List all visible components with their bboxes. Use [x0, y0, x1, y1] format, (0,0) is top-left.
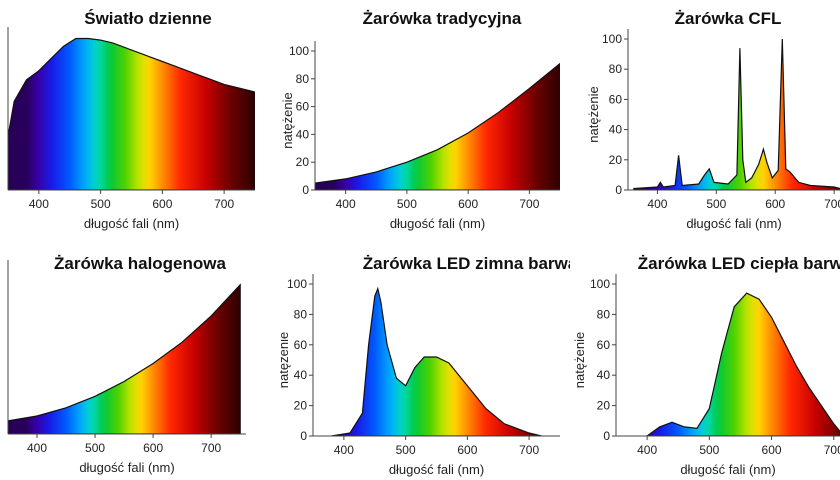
y-tick-label: 0: [300, 429, 307, 443]
x-axis-label: długość fali (nm): [686, 216, 781, 231]
x-tick-label: 700: [519, 197, 539, 211]
y-tick-label: 100: [602, 32, 622, 46]
y-tick-label: 80: [597, 307, 611, 321]
x-tick-label: 400: [334, 443, 354, 457]
y-tick-label: 40: [294, 368, 308, 382]
x-tick-label: 400: [29, 197, 49, 211]
y-axis-label: natężenie: [280, 332, 291, 388]
chart-title: Żarówka LED ciepła barwa: [638, 254, 840, 273]
y-tick-label: 60: [597, 338, 611, 352]
chart-daylight: Światło dzienne 400 500 600 700 długość fali …: [7, 9, 255, 231]
spectrum-area: [331, 286, 542, 436]
spectrum-area: [315, 62, 560, 190]
x-tick-label: 500: [699, 443, 719, 457]
y-tick-label: 100: [287, 277, 307, 291]
y-tick-label: 60: [296, 100, 310, 114]
x-tick-label: 600: [457, 443, 477, 457]
x-tick-label: 400: [27, 441, 47, 455]
y-tick-label: 60: [609, 92, 623, 106]
x-tick-label: 700: [519, 443, 539, 457]
y-axis-label: natężenie: [572, 332, 587, 388]
chart-led-cool: Żarówka LED zimna barwa 0 20 40 60 80 100 400 50…: [280, 254, 570, 477]
spectrum-area: [8, 283, 241, 434]
y-tick-label: 40: [597, 368, 611, 382]
y-axis-label: natężenie: [280, 92, 295, 148]
y-tick-label: 80: [609, 62, 623, 76]
chart-title: Żarówka LED zimna barwa: [363, 254, 570, 273]
x-tick-label: 600: [143, 441, 163, 455]
x-tick-label: 400: [647, 197, 667, 211]
chart-title: Żarówka halogenowa: [54, 254, 226, 273]
y-axis-label: natężenie: [586, 86, 601, 142]
chart-halogen: Żarówka halogenowa 400 500 600 700 długość fa…: [7, 254, 246, 475]
x-tick-label: 400: [336, 197, 356, 211]
y-tick-label: 100: [289, 44, 309, 58]
y-tick-label: 100: [590, 277, 610, 291]
y-tick-label: 80: [294, 307, 308, 321]
chart-incandescent: Żarówka tradycyjna 0 20 40 60 80 100 400 500 600 7…: [280, 9, 560, 231]
x-tick-label: 700: [824, 197, 840, 211]
x-tick-label: 700: [214, 197, 234, 211]
x-tick-label: 700: [824, 443, 840, 457]
y-tick-label: 0: [603, 429, 610, 443]
chart-cfl: Żarówka CFL 0 20 40 60 80 100 400 500 600 700 długo…: [586, 9, 840, 231]
x-tick-label: 500: [706, 197, 726, 211]
chart-led-warm: Żarówka LED ciepła barwa 0 20 40 60 80 100 400 5…: [572, 254, 840, 477]
x-tick-label: 500: [397, 197, 417, 211]
y-tick-label: 20: [597, 399, 611, 413]
x-tick-label: 500: [396, 443, 416, 457]
x-tick-label: 500: [91, 197, 111, 211]
x-tick-label: 600: [152, 197, 172, 211]
x-tick-label: 400: [637, 443, 657, 457]
y-tick-label: 20: [296, 155, 310, 169]
chart-title: Światło dzienne: [84, 9, 212, 28]
y-tick-label: 40: [609, 123, 623, 137]
x-axis-label: długość fali (nm): [79, 460, 174, 475]
spectrum-area: [8, 37, 255, 190]
y-tick-label: 0: [615, 183, 622, 197]
x-tick-label: 700: [201, 441, 221, 455]
x-axis-label: długość fali (nm): [390, 216, 485, 231]
x-axis-label: długość fali (nm): [84, 216, 179, 231]
x-tick-label: 600: [762, 443, 782, 457]
y-tick-label: 20: [609, 153, 623, 167]
chart-title: Żarówka CFL: [675, 9, 782, 28]
y-tick-label: 60: [294, 338, 308, 352]
x-axis-label: długość fali (nm): [389, 462, 484, 477]
y-tick-label: 80: [296, 72, 310, 86]
x-axis-label: długość fali (nm): [680, 462, 775, 477]
x-tick-label: 500: [85, 441, 105, 455]
x-tick-label: 600: [765, 197, 785, 211]
chart-title: Żarówka tradycyjna: [363, 9, 522, 28]
y-tick-label: 0: [302, 183, 309, 197]
spectrum-area: [646, 292, 840, 436]
y-tick-label: 20: [294, 399, 308, 413]
x-tick-label: 600: [458, 197, 478, 211]
spectrum-area: [633, 38, 840, 190]
y-tick-label: 40: [296, 127, 310, 141]
